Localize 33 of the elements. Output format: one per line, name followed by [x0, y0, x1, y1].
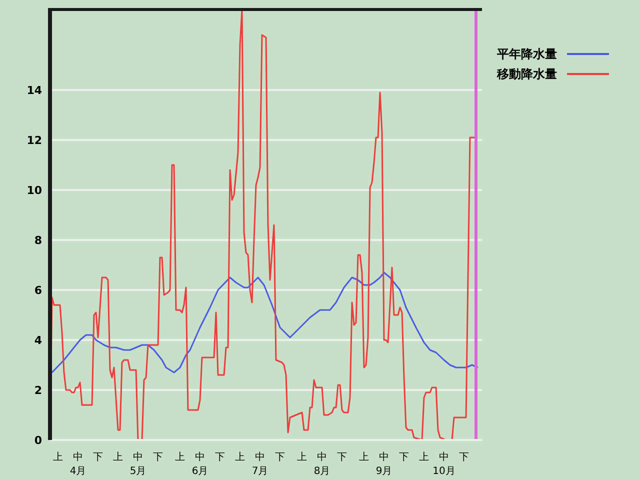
- y-tick-label: 14: [26, 84, 42, 97]
- x-tick-label: 中 7月: [252, 451, 268, 477]
- x-tick-label: 中 5月: [130, 451, 146, 477]
- x-tick-label: 下: [399, 452, 409, 463]
- x-tick-label: 中 6月: [192, 451, 208, 477]
- x-tick-label: 中 10月: [432, 451, 456, 477]
- x-tick-label: 下: [93, 452, 103, 463]
- legend-label: 平年降水量: [497, 46, 557, 62]
- x-tick-label: 下: [337, 452, 347, 463]
- y-tick-label: 6: [34, 284, 42, 297]
- x-tick-label: 上: [53, 451, 63, 463]
- y-tick-label: 10: [26, 184, 42, 197]
- x-tick-label: 下: [215, 452, 225, 463]
- x-tick-label: 上: [419, 451, 429, 463]
- y-tick-label: 4: [34, 334, 42, 347]
- line-series: [51, 272, 479, 374]
- y-tick-label: 0: [34, 434, 42, 447]
- x-tick-label: 下: [459, 452, 469, 463]
- x-tick-label: 上: [359, 451, 369, 463]
- x-tick-label: 上: [297, 451, 307, 463]
- x-tick-label: 上: [113, 451, 123, 463]
- y-tick-label: 8: [34, 234, 42, 247]
- x-tick-label: 中 4月: [70, 451, 86, 477]
- x-tick-label: 中 8月: [314, 451, 330, 477]
- line-series: [50, 10, 477, 440]
- y-tick-label: 12: [26, 134, 42, 147]
- y-tick-label: 2: [34, 384, 42, 397]
- x-tick-label: 上: [235, 451, 245, 463]
- x-tick-label: 中 9月: [376, 451, 392, 477]
- legend-label: 移動降水量: [497, 66, 557, 82]
- x-tick-label: 上: [175, 451, 185, 463]
- x-tick-label: 下: [153, 452, 163, 463]
- x-tick-label: 下: [275, 452, 285, 463]
